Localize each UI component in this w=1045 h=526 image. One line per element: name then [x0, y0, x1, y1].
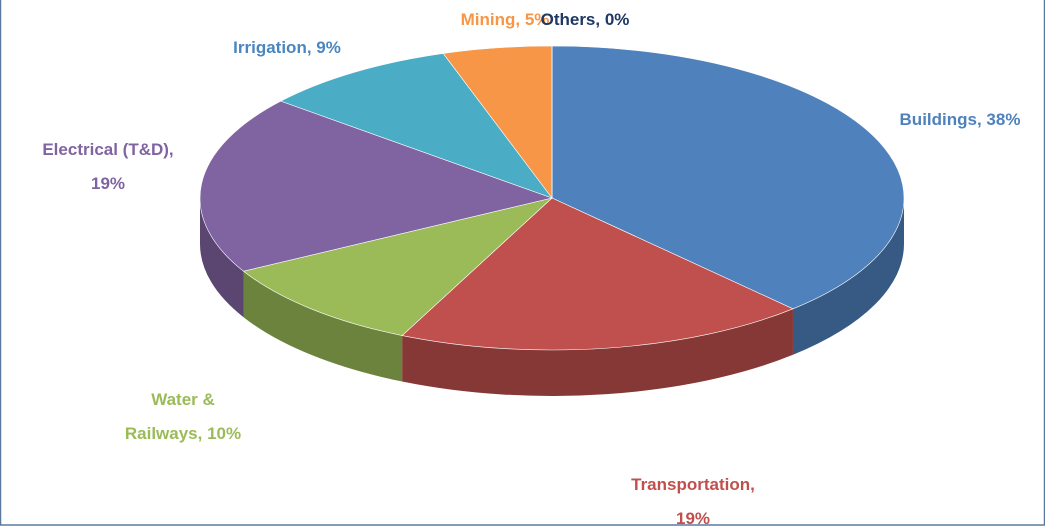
- slice: [551, 45, 905, 310]
- slice: [280, 53, 553, 199]
- data-label: Electrical (T&D), 19%: [42, 140, 173, 193]
- slice: [199, 100, 554, 272]
- slice-side: [243, 271, 403, 382]
- data-label: Others, 0%: [541, 10, 630, 29]
- data-label: Water & Railways, 10%: [125, 390, 241, 443]
- slice: [401, 197, 794, 351]
- data-label: Irrigation, 9%: [233, 38, 341, 57]
- slice-side: [792, 198, 904, 355]
- slice-side: [200, 198, 244, 318]
- slice-side: [402, 308, 793, 397]
- data-label: Transportation, 19%: [631, 475, 755, 526]
- data-label: Buildings, 38%: [900, 110, 1021, 129]
- slice: [242, 197, 554, 336]
- data-label: Mining, 5%: [461, 10, 550, 29]
